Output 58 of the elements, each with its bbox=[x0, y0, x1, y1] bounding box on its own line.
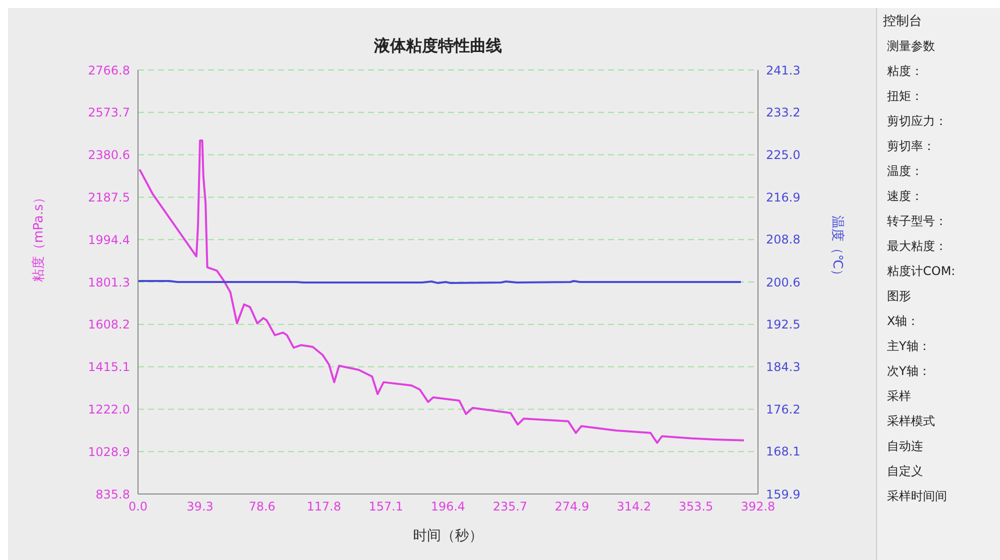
y-tick-label: 835.8 bbox=[96, 487, 130, 502]
y2-tick-label: 225.0 bbox=[766, 148, 800, 162]
text: 粘度： bbox=[886, 63, 924, 80]
y2-tick-label: 184.3 bbox=[766, 360, 800, 374]
text: 采样时间间 bbox=[886, 488, 948, 505]
line-series bbox=[138, 139, 745, 444]
text: 速度： bbox=[886, 188, 924, 205]
x-tick-label: 314.2 bbox=[616, 500, 652, 514]
chart-title: 液体粘度特性曲线 bbox=[373, 36, 503, 57]
y2-tick-label: 241.3 bbox=[766, 63, 800, 78]
text: 转子型号： bbox=[886, 213, 948, 230]
y-tick-label: 2573.7 bbox=[88, 106, 130, 120]
y-tick-label: 1028.9 bbox=[88, 444, 130, 459]
text: 主Y轴： bbox=[886, 338, 932, 355]
y-tick-label: 1994.4 bbox=[88, 232, 130, 247]
text: 剪切率： bbox=[886, 138, 936, 155]
y2-tick-label: 168.1 bbox=[766, 444, 800, 459]
x-tick-label: 157.1 bbox=[368, 500, 404, 514]
y2-tick-label: 233.2 bbox=[766, 105, 800, 120]
y2-tick-label: 159.9 bbox=[766, 487, 800, 502]
text: 测量参数 bbox=[886, 38, 936, 55]
y-tick-label: 2766.8 bbox=[88, 63, 130, 78]
y-axis-title: 粘度（mPa.s） bbox=[30, 191, 47, 282]
x-tick-label: 392.8 bbox=[740, 500, 776, 514]
text: 最大粘度： bbox=[886, 238, 948, 255]
text: 采样 bbox=[886, 388, 912, 405]
y-tick-label: 1415.1 bbox=[88, 360, 130, 374]
y-tick-label: 1801.3 bbox=[88, 275, 130, 290]
y-tick-label: 2380.6 bbox=[88, 148, 130, 162]
text: X轴： bbox=[886, 313, 920, 330]
x-tick-label: 196.4 bbox=[430, 500, 466, 514]
x-tick-label: 274.9 bbox=[554, 500, 590, 514]
y-tick-label: 1222.0 bbox=[88, 402, 130, 416]
y-tick-label: 1608.2 bbox=[88, 318, 130, 332]
text: 控制台 bbox=[882, 13, 923, 31]
x-tick-label: 39.3 bbox=[186, 500, 214, 514]
y2-tick-label: 192.5 bbox=[766, 317, 800, 332]
x-tick-label: 117.8 bbox=[306, 500, 342, 514]
y-tick-label: 2187.5 bbox=[88, 190, 130, 204]
x-tick-label: 78.6 bbox=[248, 500, 276, 514]
text: 自动连 bbox=[886, 438, 924, 455]
y2-tick-label: 200.6 bbox=[766, 275, 800, 290]
y2-tick-label: 208.8 bbox=[766, 232, 800, 247]
text: 扭矩： bbox=[886, 88, 924, 105]
x-tick-label: 353.5 bbox=[678, 500, 714, 514]
y2-tick-label: 216.9 bbox=[766, 190, 800, 204]
text: 温度： bbox=[886, 163, 924, 180]
text: 次Y轴： bbox=[886, 363, 932, 380]
x-tick-label: 235.7 bbox=[492, 500, 528, 514]
text: 自定义 bbox=[886, 463, 924, 480]
text: 采样模式 bbox=[886, 413, 936, 430]
y2-tick-label: 176.2 bbox=[766, 402, 800, 416]
x-axis-title: 时间（秒） bbox=[413, 528, 483, 544]
text: 图形 bbox=[886, 288, 912, 305]
text: 粘度计COM: bbox=[886, 263, 956, 280]
text: 剪切应力： bbox=[886, 113, 948, 130]
y2-axis-title: 温度（℃） bbox=[829, 215, 846, 282]
x-tick-label: 0.0 bbox=[128, 500, 148, 514]
